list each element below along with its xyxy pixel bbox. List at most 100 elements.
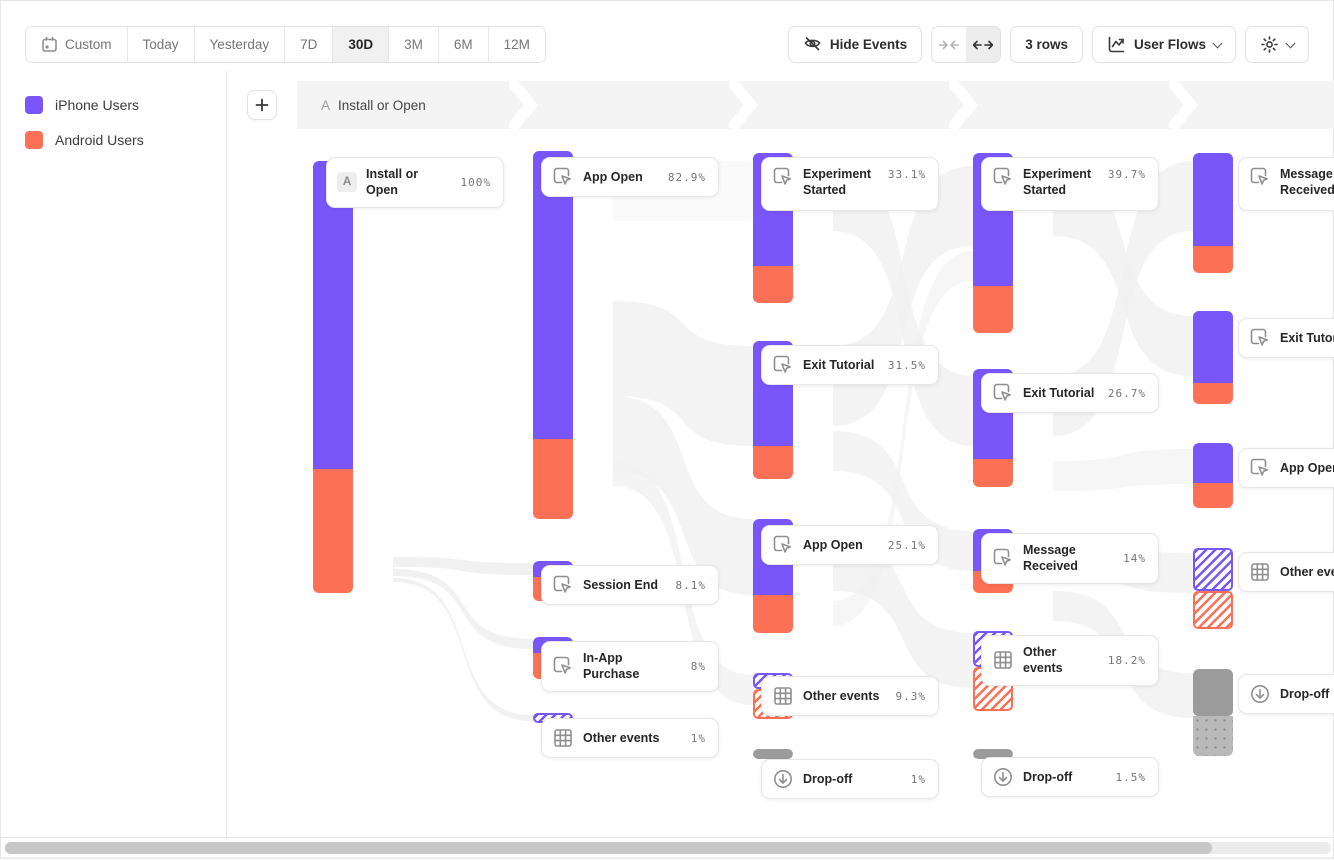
flow-node-card[interactable]: Experiment Started 39.7% bbox=[981, 157, 1159, 211]
flow-node-percentage: 33.1% bbox=[887, 168, 926, 181]
flow-node-card[interactable]: A Install or Open 100% bbox=[326, 157, 504, 208]
drop-off-icon bbox=[994, 768, 1012, 786]
click-event-icon bbox=[1250, 328, 1268, 346]
date-range-today[interactable]: Today bbox=[127, 27, 195, 62]
dropoff-icon bbox=[992, 766, 1014, 788]
flow-node-label: App Open bbox=[803, 537, 863, 552]
flow-node-card[interactable]: Other events 9.3% bbox=[761, 676, 939, 716]
event-icon bbox=[552, 166, 574, 188]
date-range-30d[interactable]: 30D bbox=[333, 27, 390, 62]
event-icon bbox=[772, 354, 794, 376]
flow-node-card[interactable]: App Open 25.1% bbox=[761, 525, 939, 565]
flow-node-card[interactable]: Other events 18.2% bbox=[981, 635, 1159, 686]
flow-node-card[interactable]: App Open 82.9% bbox=[541, 157, 719, 197]
legend-label: Android Users bbox=[55, 132, 144, 148]
flow-node-card[interactable]: Other events bbox=[1238, 552, 1334, 592]
dropoff-icon bbox=[772, 768, 794, 790]
bar-segment-gray bbox=[973, 749, 1013, 759]
bar-segment-dotted bbox=[1193, 716, 1233, 756]
flow-node-percentage: 1% bbox=[910, 772, 926, 786]
flow-node-percentage: 1.5% bbox=[1115, 770, 1146, 784]
date-range-12m[interactable]: 12M bbox=[488, 27, 545, 62]
add-step-button[interactable] bbox=[247, 90, 277, 120]
scrollbar-track[interactable] bbox=[5, 842, 1331, 854]
event-icon bbox=[1249, 457, 1271, 479]
date-range-selector: Custom Today Yesterday 7D 30D 3M 6M 12M bbox=[25, 26, 546, 63]
flow-node-percentage: 39.7% bbox=[1107, 168, 1146, 181]
date-range-custom[interactable]: Custom bbox=[26, 27, 128, 62]
step-separator-chevron bbox=[949, 81, 979, 129]
flow-node-label: Message Received bbox=[1023, 543, 1078, 574]
bar-segment-hatch-orange bbox=[1193, 591, 1233, 629]
hide-events-label: Hide Events bbox=[829, 37, 908, 52]
arrows-outward-icon bbox=[973, 40, 994, 49]
settings-dropdown[interactable] bbox=[1245, 26, 1309, 63]
bar-segment-orange bbox=[1193, 246, 1233, 273]
chevron-down-icon bbox=[1285, 38, 1296, 48]
bar-segment-orange bbox=[313, 469, 353, 593]
step-letter-badge: A bbox=[337, 172, 357, 193]
other-icon bbox=[1249, 561, 1271, 583]
flow-node-card[interactable]: Message Received 14% bbox=[981, 533, 1159, 584]
flow-node-bar[interactable] bbox=[1193, 311, 1233, 404]
flow-step-title[interactable]: A Install or Open bbox=[321, 98, 426, 113]
flow-node-card[interactable]: Exit Tutorial bbox=[1238, 318, 1334, 358]
flow-node-bar[interactable] bbox=[1193, 548, 1233, 629]
bar-segment-orange bbox=[1193, 383, 1233, 404]
click-event-icon bbox=[993, 167, 1011, 185]
flow-node-bar[interactable] bbox=[533, 151, 573, 519]
bar-segment-orange bbox=[973, 286, 1013, 333]
legend-item-android[interactable]: Android Users bbox=[25, 131, 226, 149]
flow-node-percentage: 31.5% bbox=[887, 358, 926, 372]
flow-node-percentage: 82.9% bbox=[667, 170, 706, 184]
scrollbar-thumb[interactable] bbox=[5, 842, 1212, 854]
click-event-icon bbox=[773, 355, 791, 373]
step-separator-chevron bbox=[509, 81, 539, 129]
legend-label: iPhone Users bbox=[55, 97, 140, 113]
view-type-label: User Flows bbox=[1133, 37, 1206, 52]
step-separator-chevron bbox=[1169, 81, 1199, 129]
flow-node-bar[interactable] bbox=[973, 749, 1013, 759]
flow-node-bar[interactable] bbox=[1193, 153, 1233, 273]
rows-button[interactable]: 3 rows bbox=[1010, 26, 1083, 63]
flow-node-bar[interactable] bbox=[313, 161, 353, 593]
flow-node-card[interactable]: App Open bbox=[1238, 448, 1334, 488]
flow-node-bar[interactable] bbox=[1193, 669, 1233, 756]
collapse-columns-button[interactable] bbox=[932, 27, 967, 62]
iphone-users-swatch bbox=[25, 96, 43, 114]
event-icon bbox=[1249, 327, 1271, 349]
click-event-icon bbox=[553, 167, 571, 185]
legend-item-iphone[interactable]: iPhone Users bbox=[25, 96, 226, 114]
date-range-7d[interactable]: 7D bbox=[285, 27, 334, 62]
event-icon bbox=[772, 534, 794, 556]
flow-node-card[interactable]: Experiment Started 33.1% bbox=[761, 157, 939, 211]
click-event-icon bbox=[1250, 167, 1268, 185]
expand-columns-button[interactable] bbox=[966, 27, 1001, 62]
flow-step-header: A Install or Open bbox=[297, 81, 1334, 129]
flow-node-label: Experiment Started bbox=[803, 167, 872, 198]
flow-node-card[interactable]: Drop-off bbox=[1238, 674, 1334, 714]
click-event-icon bbox=[553, 656, 571, 675]
flow-node-card[interactable]: Exit Tutorial 31.5% bbox=[761, 345, 939, 385]
flow-node-label: Exit Tutorial bbox=[1280, 330, 1334, 345]
flow-node-card[interactable]: Message Received bbox=[1238, 157, 1334, 211]
flow-node-percentage: 9.3% bbox=[895, 689, 926, 703]
flow-node-card[interactable]: Session End 8.1% bbox=[541, 565, 719, 605]
view-type-dropdown[interactable]: User Flows bbox=[1091, 26, 1236, 63]
click-event-icon bbox=[553, 575, 571, 593]
flow-node-card[interactable]: Exit Tutorial 26.7% bbox=[981, 373, 1159, 413]
flow-node-bar[interactable] bbox=[1193, 443, 1233, 508]
flow-node-bar[interactable] bbox=[753, 749, 793, 759]
date-range-6m[interactable]: 6M bbox=[438, 27, 489, 62]
date-range-yesterday[interactable]: Yesterday bbox=[194, 27, 286, 62]
flow-node-card[interactable]: Drop-off 1% bbox=[761, 759, 939, 799]
flow-node-label: Install or Open bbox=[366, 167, 419, 198]
flow-node-card[interactable]: Other events 1% bbox=[541, 718, 719, 758]
hide-events-button[interactable]: Hide Events bbox=[787, 26, 923, 63]
flow-node-card[interactable]: In-App Purchase 8% bbox=[541, 641, 719, 692]
flow-node-card[interactable]: Drop-off 1.5% bbox=[981, 757, 1159, 797]
bar-segment-purple bbox=[533, 151, 573, 439]
bar-segment-purple bbox=[313, 161, 353, 469]
flow-node-label: Exit Tutorial bbox=[803, 357, 875, 372]
date-range-3m[interactable]: 3M bbox=[389, 27, 439, 62]
